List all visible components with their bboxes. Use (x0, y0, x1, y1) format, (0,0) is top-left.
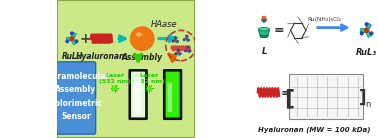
Circle shape (186, 35, 187, 37)
Polygon shape (365, 29, 372, 38)
Circle shape (365, 28, 369, 32)
Polygon shape (187, 49, 190, 53)
Circle shape (180, 53, 181, 54)
Polygon shape (175, 37, 178, 40)
Polygon shape (186, 38, 189, 42)
Text: Laser
(532 nm): Laser (532 nm) (99, 73, 130, 84)
Circle shape (187, 49, 189, 51)
Circle shape (71, 32, 73, 35)
Circle shape (365, 23, 368, 26)
Text: HAase: HAase (151, 20, 178, 29)
Text: RuL₃: RuL₃ (356, 48, 377, 57)
Text: ]: ] (359, 89, 367, 107)
Text: Supramolecular
Assembly
Colorimetric
Sensor: Supramolecular Assembly Colorimetric Sen… (42, 72, 110, 121)
Polygon shape (70, 32, 76, 39)
Text: +: + (80, 32, 91, 46)
Circle shape (361, 32, 363, 35)
Circle shape (185, 50, 186, 52)
Circle shape (175, 37, 176, 38)
Circle shape (370, 32, 373, 35)
Text: Hyaluronan (MW = 100 kDa): Hyaluronan (MW = 100 kDa) (259, 126, 371, 133)
FancyBboxPatch shape (134, 77, 141, 115)
Text: Ru(NH₃)₆Cl₂: Ru(NH₃)₆Cl₂ (308, 17, 342, 22)
Polygon shape (187, 47, 190, 50)
FancyBboxPatch shape (164, 70, 182, 120)
Text: [: [ (284, 88, 294, 108)
Circle shape (175, 53, 177, 54)
Circle shape (172, 41, 174, 42)
Ellipse shape (136, 33, 141, 36)
Polygon shape (360, 28, 367, 32)
Circle shape (130, 27, 154, 50)
Ellipse shape (260, 35, 268, 38)
Text: =: = (280, 87, 291, 100)
FancyBboxPatch shape (131, 72, 145, 117)
Text: Laser
(532 nm): Laser (532 nm) (133, 73, 165, 84)
Text: =: = (274, 24, 285, 37)
Polygon shape (183, 38, 186, 39)
Polygon shape (184, 49, 188, 51)
Circle shape (263, 19, 265, 22)
Polygon shape (66, 37, 72, 40)
FancyBboxPatch shape (57, 0, 195, 138)
Text: RuL₂: RuL₂ (62, 52, 81, 61)
Circle shape (75, 40, 78, 43)
Circle shape (66, 40, 68, 43)
FancyBboxPatch shape (167, 83, 172, 112)
Circle shape (113, 87, 116, 90)
Circle shape (177, 41, 178, 42)
Polygon shape (175, 52, 178, 53)
Text: n: n (365, 100, 370, 109)
Circle shape (177, 52, 179, 53)
Circle shape (183, 39, 185, 41)
Text: L: L (261, 47, 267, 56)
Text: Hyaluronan: Hyaluronan (76, 52, 125, 61)
Text: Assembly: Assembly (122, 53, 163, 62)
Polygon shape (365, 23, 372, 31)
Polygon shape (186, 35, 189, 39)
Circle shape (186, 38, 187, 39)
Circle shape (187, 46, 188, 48)
Circle shape (189, 50, 191, 52)
Polygon shape (70, 38, 76, 45)
Polygon shape (259, 29, 270, 36)
Polygon shape (177, 52, 180, 56)
Polygon shape (175, 40, 178, 43)
Circle shape (70, 37, 74, 40)
Polygon shape (177, 49, 180, 53)
Circle shape (147, 87, 151, 90)
FancyBboxPatch shape (289, 74, 363, 119)
Circle shape (175, 39, 176, 41)
FancyBboxPatch shape (166, 72, 180, 117)
FancyBboxPatch shape (129, 70, 147, 120)
Ellipse shape (259, 27, 270, 31)
FancyBboxPatch shape (56, 62, 96, 134)
Circle shape (178, 49, 179, 50)
Polygon shape (261, 16, 267, 21)
Circle shape (188, 39, 189, 41)
Polygon shape (172, 39, 175, 41)
